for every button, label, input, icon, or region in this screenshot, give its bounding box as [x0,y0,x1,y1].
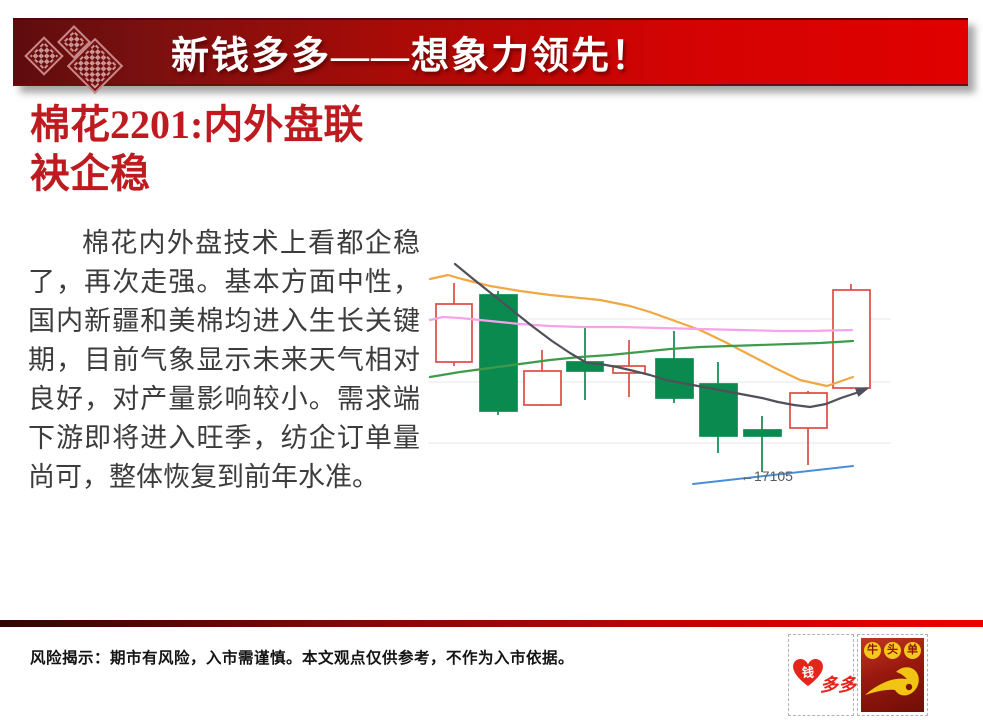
page-title-line2: 袂企稳 [30,151,150,196]
ma-orange-line [428,273,855,388]
ma-pink-line [428,315,854,333]
candle-body [612,365,646,374]
stamp-title-coins: 牛 头 单 [861,642,924,659]
heart-icon: 钱 [793,659,823,692]
candle-body [655,358,694,399]
candle-body [789,392,828,429]
ma-green-line [428,339,855,379]
candle-body [479,294,518,412]
trend-blue-line [692,465,854,485]
footer-divider-bar [0,620,983,627]
brand-slogan: 新钱多多——想象力领先！ [171,35,652,78]
coin-character: 单 [904,642,921,659]
coin-character: 头 [884,642,901,659]
candle-body [566,361,604,372]
heart-character: 钱 [802,665,814,680]
price-line-line [453,262,868,409]
candle-body [743,429,782,437]
page-title: 棉花2201:内外盘联 袂企稳 [30,100,460,198]
price-annotation: ←17105 [740,468,793,484]
coin-character: 牛 [864,642,881,659]
page-title-line1: 棉花2201:内外盘联 [30,102,364,147]
risk-disclaimer: 风险揭示：期市有风险，入市需谨慎。本文观点仅供参考，不作为入市依据。 [30,650,575,667]
candle-body [435,303,473,363]
arrowhead-icon [855,387,870,397]
niutoudan-logo-stamp: 牛 头 单 [857,634,928,716]
bull-head-icon [863,657,923,710]
niutoudan-stamp-background: 牛 头 单 [861,638,924,712]
candle-body [699,383,738,437]
header-banner: 新钱多多——想象力领先！ [13,18,968,95]
brand-name-text: 多多 [820,675,856,695]
candle-body [523,370,562,406]
qianduoduo-logo-stamp: 钱 多多 [788,634,856,716]
analysis-paragraph: 棉花内外盘技术上看都企稳了，再次走强。基本方面中性，国内新疆和美棉均进入生长关键… [28,228,420,492]
candle-body [832,289,871,389]
